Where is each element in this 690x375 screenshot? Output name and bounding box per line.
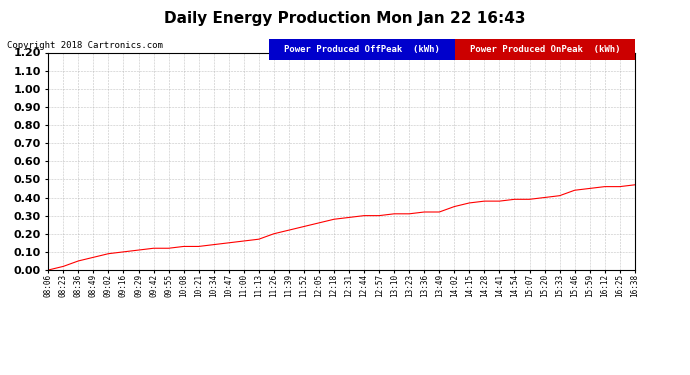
Text: Daily Energy Production Mon Jan 22 16:43: Daily Energy Production Mon Jan 22 16:43	[164, 11, 526, 26]
Text: Power Produced OffPeak  (kWh): Power Produced OffPeak (kWh)	[284, 45, 440, 54]
Text: Power Produced OnPeak  (kWh): Power Produced OnPeak (kWh)	[470, 45, 620, 54]
Text: Copyright 2018 Cartronics.com: Copyright 2018 Cartronics.com	[7, 41, 163, 50]
